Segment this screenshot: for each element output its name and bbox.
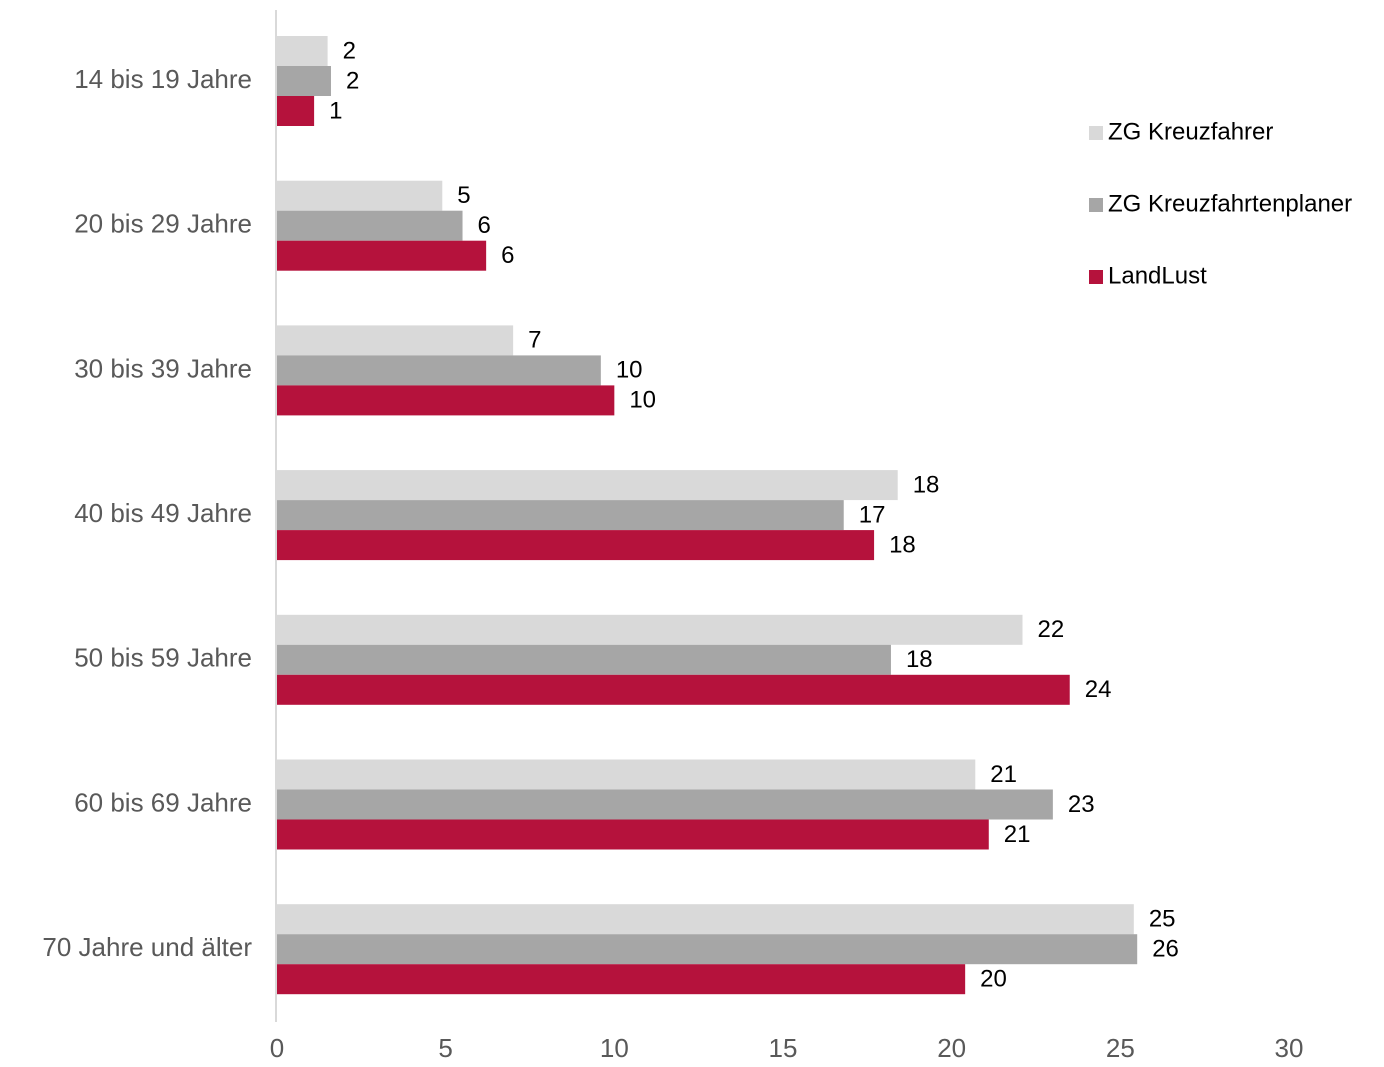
data-label: 18 (913, 471, 940, 498)
bar (277, 964, 966, 995)
bar (277, 500, 844, 531)
data-label: 10 (616, 357, 643, 384)
data-label: 25 (1149, 906, 1176, 933)
data-label: 10 (629, 387, 656, 414)
category-label: 14 bis 19 Jahre (74, 64, 252, 94)
x-tick-label: 20 (937, 1033, 966, 1063)
bar (277, 759, 976, 790)
category-label: 30 bis 39 Jahre (74, 353, 252, 383)
legend-label: ZG Kreuzfahrtenplaner (1108, 190, 1352, 217)
data-label: 18 (889, 531, 916, 558)
x-tick-label: 5 (438, 1033, 452, 1063)
bar (277, 96, 315, 126)
data-label: 6 (501, 242, 514, 269)
data-label: 22 (1038, 616, 1065, 643)
legend-label: LandLust (1108, 262, 1207, 289)
bar (277, 325, 514, 356)
legend-swatch (1089, 270, 1103, 284)
data-label: 2 (346, 67, 359, 94)
data-label: 5 (457, 182, 470, 209)
bar (277, 240, 487, 271)
legend-swatch (1089, 126, 1103, 140)
data-label: 24 (1085, 676, 1112, 703)
bar (277, 904, 1134, 935)
data-label: 20 (980, 966, 1007, 993)
data-label: 21 (1004, 821, 1031, 848)
data-label: 18 (906, 646, 933, 673)
legend-swatch (1089, 198, 1103, 212)
bar (277, 470, 898, 501)
category-label: 50 bis 59 Jahre (74, 643, 252, 673)
bar (277, 789, 1053, 820)
category-label: 20 bis 29 Jahre (74, 209, 252, 239)
bar (277, 66, 331, 96)
bar (277, 614, 1023, 645)
legend: ZG Kreuzfahrer ZG Kreuzfahrtenplaner LandL… (1089, 118, 1352, 289)
data-label: 23 (1068, 791, 1095, 818)
bar (277, 674, 1070, 705)
bar (277, 530, 875, 561)
data-label: 26 (1152, 936, 1179, 963)
data-label: 7 (528, 327, 541, 354)
x-tick-label: 30 (1275, 1033, 1304, 1063)
x-tick-label: 15 (769, 1033, 798, 1063)
legend-label: ZG Kreuzfahrer (1108, 118, 1273, 145)
bar (277, 180, 443, 211)
bar (277, 644, 891, 675)
x-tick-label: 10 (600, 1033, 629, 1063)
bar (277, 36, 328, 66)
category-label: 70 Jahre und älter (42, 932, 252, 962)
category-label: 40 bis 49 Jahre (74, 498, 252, 528)
bar (277, 819, 989, 850)
bar (277, 934, 1138, 965)
data-label: 1 (329, 97, 342, 124)
x-tick-label: 25 (1106, 1033, 1135, 1063)
bar (277, 385, 615, 416)
data-label: 6 (478, 212, 491, 239)
data-label: 17 (859, 501, 886, 528)
bar (277, 355, 601, 386)
bar (277, 210, 463, 241)
x-tick-label: 0 (270, 1033, 284, 1063)
category-label: 60 bis 69 Jahre (74, 787, 252, 817)
data-label: 21 (990, 761, 1017, 788)
data-label: 2 (343, 37, 356, 64)
